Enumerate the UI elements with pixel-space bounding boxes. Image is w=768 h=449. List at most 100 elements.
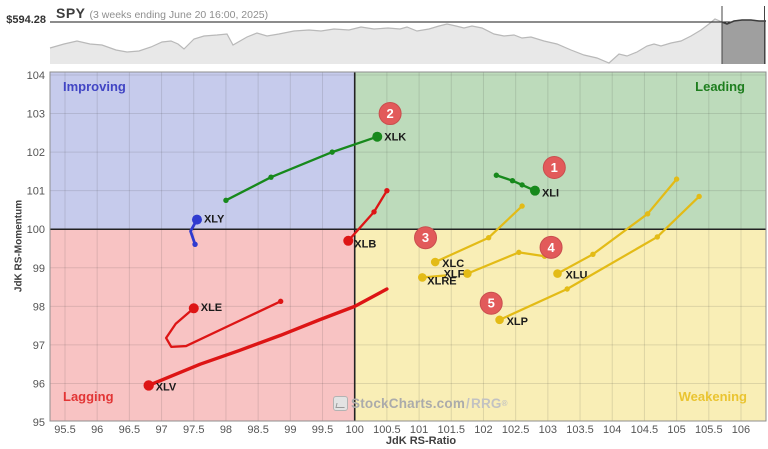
tail-xlv [146,287,389,388]
rank-badge-circle[interactable] [542,156,566,180]
axis-ticks: 95.5 96 96.5 97 97.5 98 98.5 99 99.5 100 100.5 101 1… [27,70,751,436]
tail-xli [495,174,537,192]
rank-badge-2[interactable]: 2 [378,102,402,126]
symbol-dot-xle[interactable] [188,303,199,314]
spy-sparkline [49,6,766,64]
x-tick: 96.5 [119,424,140,436]
spy-highlight-area[interactable] [722,20,766,64]
symbol-label-xlf[interactable]: XLF [444,268,465,280]
y-tick: 101 [27,186,45,198]
y-tick: 102 [27,147,45,159]
series-xle[interactable]: XLE [164,298,284,348]
tail-dot-xli [509,177,516,184]
tail-dot-xlu [644,211,651,217]
symbol-dot-xlb[interactable] [343,235,354,246]
series-xlre[interactable]: XLRE [418,273,457,287]
symbol-dot-xli[interactable] [529,185,540,196]
symbol-dot-xlc[interactable] [430,257,440,267]
quadrant-leading [354,72,766,230]
symbol-label-xlre[interactable]: XLRE [427,275,456,287]
series-xlc[interactable]: XLC [430,203,525,270]
series-xlk[interactable]: XLK [223,131,406,204]
symbol-dot-xly[interactable] [191,214,202,225]
y-tick: 95 [33,417,45,429]
tail-dot-xli [519,182,525,188]
tail-dot-xlk [223,197,229,204]
x-tick: 96 [91,424,103,436]
symbol-label-xlp[interactable]: XLP [507,316,528,328]
y-tick: 97 [33,340,45,352]
tail-dot-xlc [485,235,492,241]
symbol-label-xlk[interactable]: XLK [384,132,406,144]
series-xlf[interactable]: XLF [444,249,548,281]
symbol-label-xli[interactable]: XLI [542,188,559,200]
symbol-label-xly[interactable]: XLY [204,214,225,226]
series-xlb[interactable]: XLB [343,187,390,251]
symbol-label-xle[interactable]: XLE [201,302,222,314]
rank-badge-circle[interactable] [539,235,563,259]
tail-xlp [498,195,701,321]
x-tick: 99 [284,424,296,436]
quadrant-backgrounds [50,72,766,421]
rank-badge-circle[interactable] [378,102,402,126]
tail-dot-xly [192,241,198,247]
tail-dot-xlp [654,234,660,240]
symbol-label-xlv[interactable]: XLV [156,381,177,393]
rank-badge-circle[interactable] [414,226,438,250]
symbol-dot-xlv[interactable] [143,380,154,391]
x-tick: 102 [474,424,492,436]
tail-dot-xlp [696,193,702,200]
quadrant-improving [50,72,355,230]
symbol-label-xlc[interactable]: XLC [442,258,464,270]
tail-xlk [224,135,379,202]
x-tick: 104.5 [631,424,659,436]
tail-dot-xlk [268,174,274,180]
x-tick: 105.5 [695,424,723,436]
series-xly[interactable]: XLY [189,214,225,247]
symbol-dot-xlu[interactable] [553,269,562,278]
x-tick: 98 [220,424,232,436]
tail-xle [164,300,282,348]
y-tick: 98 [33,301,45,313]
series-xlv[interactable]: XLV [143,287,389,393]
x-tick: 95.5 [54,424,75,436]
tail-dot-xlk [329,149,335,155]
rank-badge-5[interactable]: 5 [479,291,503,315]
rank-badge-number: 4 [547,240,555,255]
rank-badge-number: 1 [551,160,558,175]
rank-badge-3[interactable]: 3 [414,226,438,250]
x-tick: 105 [667,424,685,436]
rank-badge-number: 3 [422,230,429,245]
series-xli[interactable]: XLI [493,172,559,200]
tail-dot-xlu [590,251,596,258]
tail-dot-xlb [371,209,377,215]
y-tick: 96 [33,378,45,390]
series-xlp[interactable]: XLP [495,193,702,328]
y-tick: 100 [27,224,45,236]
tail-dot-xlc [519,203,525,209]
symbol-dot-xlp[interactable] [495,315,504,325]
rank-badge-circle[interactable] [479,291,503,315]
spy-highlight-line [721,19,766,25]
x-tick: 101.5 [438,424,466,436]
x-tick: 104 [603,424,621,436]
symbol-label-xlb[interactable]: XLB [354,239,376,251]
rank-badge-4[interactable]: 4 [539,235,563,259]
symbol-dot-xlk[interactable] [372,131,383,142]
tail-dot-xlu [673,176,680,182]
x-tick: 100.5 [373,424,401,436]
symbol-dot-xlre[interactable] [418,273,427,282]
spy-area [50,19,766,64]
tail-dot-xle [277,298,284,305]
series-xlu[interactable]: XLU [553,176,680,281]
x-tick: 106 [732,424,750,436]
x-tick: 103 [539,424,557,436]
symbol-dot-xlf[interactable] [463,269,472,278]
x-tick: 101 [410,424,428,436]
symbol-label-xlu[interactable]: XLU [566,269,588,281]
tail-dot-xlp [564,286,570,292]
y-tick: 103 [27,109,45,121]
rank-badge-1[interactable]: 1 [542,156,566,180]
